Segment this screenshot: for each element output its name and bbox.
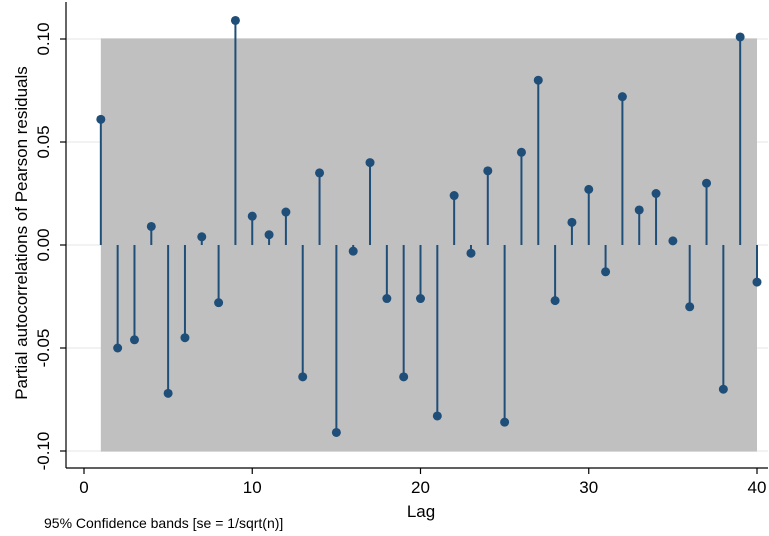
markers xyxy=(96,15,762,437)
marker-lag-19 xyxy=(399,372,409,382)
marker-lag-14 xyxy=(315,168,325,178)
marker-lag-29 xyxy=(567,217,577,227)
marker-lag-8 xyxy=(214,298,224,308)
y-tick-label: 0.05 xyxy=(34,125,53,158)
marker-lag-5 xyxy=(163,388,173,398)
y-axis-title: Partial autocorrelations of Pearson resi… xyxy=(12,66,31,400)
marker-lag-21 xyxy=(432,411,442,421)
marker-lag-25 xyxy=(500,417,510,427)
marker-lag-27 xyxy=(533,75,543,85)
marker-lag-36 xyxy=(685,302,695,312)
x-tick-label: 10 xyxy=(243,478,262,497)
x-tick-label: 20 xyxy=(411,478,430,497)
marker-lag-33 xyxy=(634,205,644,215)
marker-lag-15 xyxy=(331,427,341,437)
marker-lag-11 xyxy=(264,230,274,240)
confidence-note: 95% Confidence bands [se = 1/sqrt(n)] xyxy=(44,515,283,531)
marker-lag-37 xyxy=(702,178,712,188)
y-tick-label: 0.00 xyxy=(34,228,53,261)
marker-lag-30 xyxy=(584,184,594,194)
marker-lag-38 xyxy=(718,384,728,394)
marker-lag-9 xyxy=(230,15,240,25)
marker-lag-26 xyxy=(516,147,526,157)
marker-lag-17 xyxy=(365,158,375,168)
marker-lag-34 xyxy=(651,189,661,198)
marker-lag-2 xyxy=(113,343,123,353)
marker-lag-3 xyxy=(129,335,139,345)
confidence-band xyxy=(100,38,757,452)
marker-lag-31 xyxy=(601,267,611,277)
marker-lag-1 xyxy=(96,114,106,124)
axes xyxy=(60,2,768,474)
marker-lag-39 xyxy=(735,32,745,42)
x-tick-label: 40 xyxy=(748,478,767,497)
x-axis-title: Lag xyxy=(407,502,435,521)
marker-lag-35 xyxy=(668,236,678,246)
marker-lag-16 xyxy=(348,246,358,256)
y-tick-label: 0.10 xyxy=(34,22,53,55)
marker-lag-32 xyxy=(617,92,627,102)
y-tick-labels: -0.10 -0.05 0.00 0.05 0.10 xyxy=(34,22,53,470)
marker-lag-6 xyxy=(180,333,190,343)
marker-lag-28 xyxy=(550,296,560,306)
marker-lag-24 xyxy=(483,166,493,176)
marker-lag-12 xyxy=(281,207,291,217)
y-tick-label: -0.05 xyxy=(34,329,53,368)
marker-lag-18 xyxy=(382,294,392,304)
x-tick-label: 0 xyxy=(79,478,88,497)
marker-lag-7 xyxy=(197,232,207,242)
marker-lag-10 xyxy=(247,211,257,221)
marker-lag-4 xyxy=(146,221,156,231)
marker-lag-23 xyxy=(466,248,476,258)
marker-lag-22 xyxy=(449,191,459,201)
marker-lag-40 xyxy=(752,277,762,287)
marker-lag-20 xyxy=(416,294,425,304)
marker-lag-13 xyxy=(298,372,308,382)
x-tick-labels: 0 10 20 30 40 xyxy=(79,478,766,497)
y-tick-label: -0.10 xyxy=(34,432,53,471)
x-tick-label: 30 xyxy=(579,478,598,497)
